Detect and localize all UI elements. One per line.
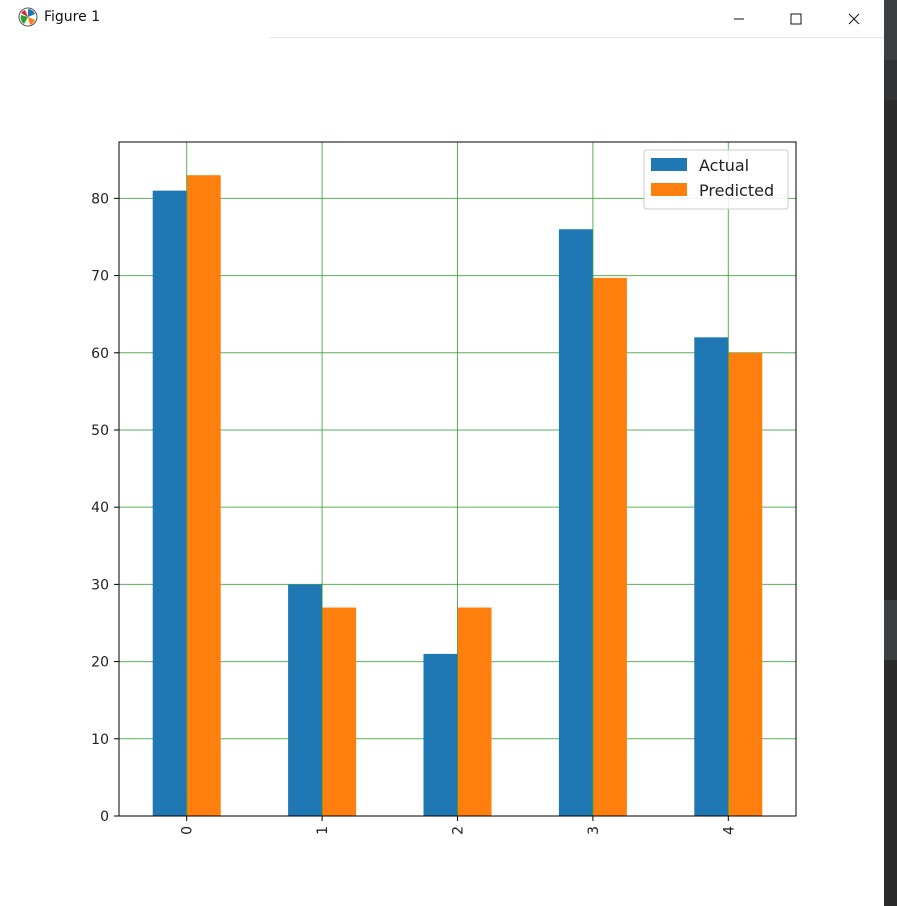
x-tick-label-4: 4 — [721, 826, 737, 835]
legend: Actual Predicted — [644, 150, 788, 209]
x-tick-label-0: 0 — [180, 826, 196, 835]
x-tick-label-1: 1 — [315, 826, 331, 835]
y-tick-label-60: 60 — [91, 346, 109, 362]
x-ticks: 0 1 2 3 4 — [180, 816, 738, 835]
background-editor — [884, 0, 897, 906]
vertical-grid-layer — [187, 142, 729, 816]
y-tick-label-0: 0 — [100, 809, 109, 825]
legend-swatch-predicted — [651, 183, 687, 196]
bar-predicted-0 — [187, 175, 221, 816]
legend-swatch-actual — [651, 158, 687, 171]
y-tick-label-70: 70 — [91, 269, 109, 285]
x-tick-label-2: 2 — [451, 826, 467, 835]
bar-actual-2 — [424, 654, 458, 816]
bar-actual-4 — [694, 337, 728, 816]
y-ticks: 0 10 20 30 40 50 60 70 80 — [91, 191, 119, 825]
bar-predicted-2 — [458, 608, 492, 816]
y-tick-label-30: 30 — [91, 577, 109, 593]
bar-actual-0 — [153, 191, 187, 816]
bar-predicted-1 — [322, 608, 356, 816]
legend-label-actual: Actual — [699, 156, 749, 175]
y-tick-label-50: 50 — [91, 423, 109, 439]
y-tick-label-10: 10 — [91, 732, 109, 748]
x-tick-label-3: 3 — [586, 826, 602, 835]
bar-actual-1 — [288, 584, 322, 816]
y-tick-label-80: 80 — [91, 191, 109, 207]
bar-actual-3 — [559, 229, 593, 816]
legend-label-predicted: Predicted — [699, 181, 774, 200]
y-tick-label-40: 40 — [91, 500, 109, 516]
bar-predicted-3 — [593, 278, 627, 816]
y-tick-label-20: 20 — [91, 655, 109, 671]
bar-predicted-4 — [728, 353, 762, 816]
